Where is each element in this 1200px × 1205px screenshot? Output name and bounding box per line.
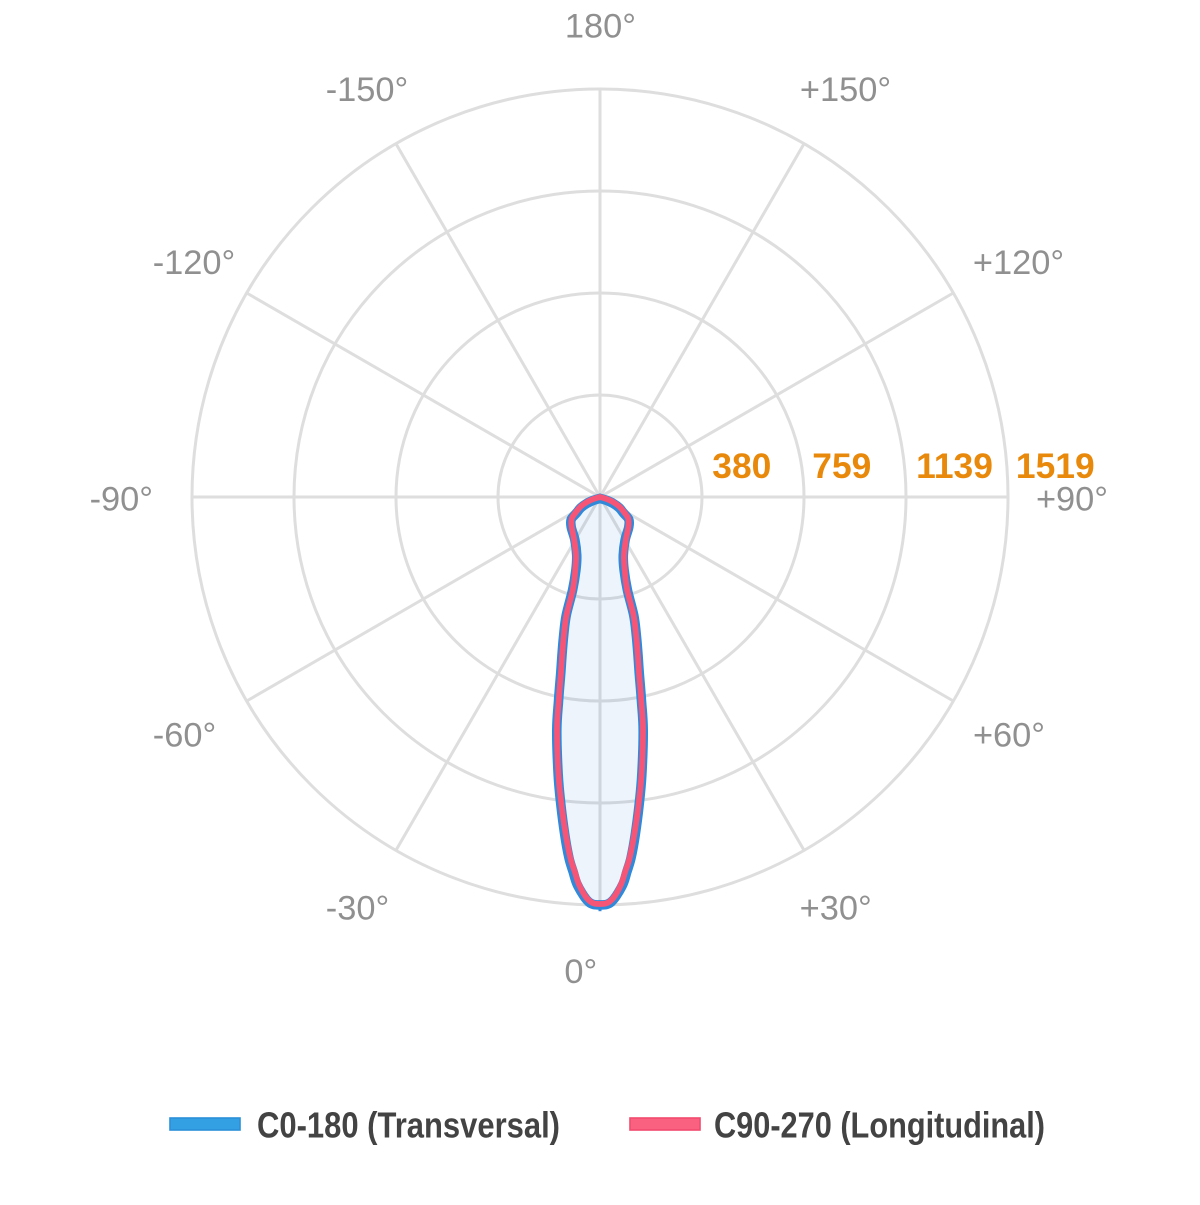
svg-text:+90°: +90° [1036,480,1108,518]
svg-text:+150°: +150° [800,71,891,109]
svg-text:-150°: -150° [326,71,409,109]
svg-text:0°: 0° [564,953,597,991]
svg-text:-60°: -60° [153,716,216,754]
svg-text:C90-270 (Longitudinal): C90-270 (Longitudinal) [714,1105,1045,1146]
svg-text:1519: 1519 [1016,446,1095,486]
svg-text:-30°: -30° [326,889,389,927]
svg-text:C0-180 (Transversal): C0-180 (Transversal) [257,1105,560,1146]
svg-text:180°: 180° [565,7,636,45]
svg-text:+30°: +30° [800,889,872,927]
svg-text:-90°: -90° [90,480,153,518]
svg-text:+120°: +120° [973,244,1064,282]
svg-text:1139: 1139 [916,446,993,486]
svg-text:-120°: -120° [153,244,236,282]
svg-text:759: 759 [812,446,871,486]
svg-text:+60°: +60° [973,716,1045,754]
svg-text:380: 380 [712,446,771,486]
